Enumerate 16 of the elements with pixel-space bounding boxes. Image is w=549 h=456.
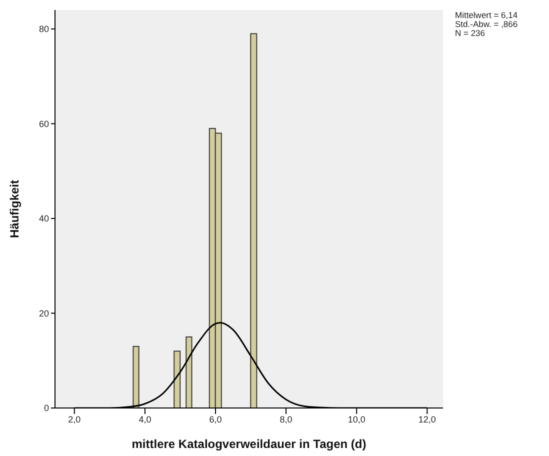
text: N = 236 [455, 28, 486, 38]
x-tick-label: 2,0 [68, 414, 81, 424]
y-tick-label: 20 [38, 308, 49, 318]
y-axis-title: Häufigkeit [7, 180, 22, 238]
y-tick-label: 0 [44, 403, 49, 414]
text: Std.-Abw. = ,866 [455, 19, 518, 29]
x-tick-label: 12,0 [418, 414, 436, 424]
y-tick-label: 60 [38, 118, 49, 129]
y-tick-label: 80 [38, 24, 49, 34]
y-tick-label: 40 [38, 214, 49, 224]
x-tick-label: 4,0 [138, 414, 152, 424]
text: Mittelwert = 6,14 [455, 10, 518, 20]
x-axis-title: mittlere Katalogverweildauer in Tagen (d) [132, 437, 366, 451]
x-tick-label: 8,0 [280, 414, 292, 424]
x-tick-label: 6,0 [209, 414, 222, 424]
x-tick-label: 10,0 [348, 414, 366, 424]
